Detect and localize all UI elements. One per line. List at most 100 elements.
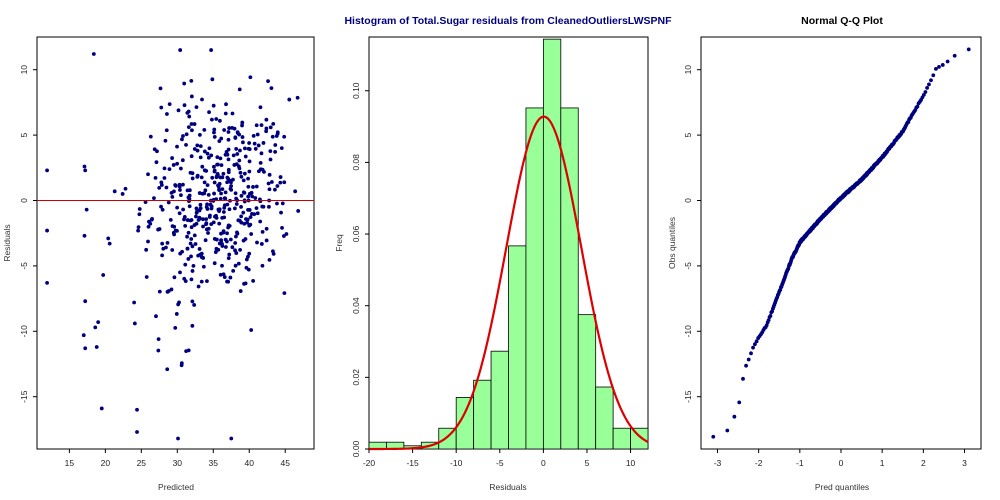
residual-point [239,214,244,219]
residual-point [248,75,253,80]
residual-point [249,232,254,236]
residual-point [159,105,164,110]
residual-point [273,149,278,154]
residual-point [172,275,177,280]
residual-point [252,141,257,146]
qq-point [766,318,771,323]
residual-point [266,79,270,84]
residual-point [219,238,223,243]
residual-point [226,223,231,228]
residual-point [266,181,271,186]
residual-point [192,233,197,238]
residual-point [243,154,248,159]
residual-point [179,361,184,366]
residual-point [189,94,194,99]
residual-point [258,167,263,172]
residual-point [241,140,245,145]
qq-point [764,323,769,328]
residual-point [271,122,276,126]
residual-point [186,109,191,114]
residual-point [235,152,240,156]
residual-point [214,216,219,220]
residual-point [135,430,139,434]
residual-point [162,166,167,171]
residual-point [195,148,200,153]
residual-point [137,207,142,211]
y-tick-label: -15 [19,390,29,403]
y-tick-label: -10 [19,325,29,338]
histogram-bar [560,107,579,450]
qq-point [966,47,971,52]
residual-point [228,275,233,280]
x-tick-label: 0 [541,458,546,468]
histogram-bar [542,38,562,450]
residual-point [255,240,259,245]
residual-point [202,149,207,154]
residual-point [187,114,192,119]
residual-point [202,168,207,173]
residual-point [218,156,223,161]
residual-point [159,183,164,187]
residual-point [244,257,249,262]
residual-point [205,207,210,211]
residual-point [221,230,226,235]
residual-point [177,211,182,216]
residual-point [262,169,266,174]
residual-point [189,154,194,159]
x-tick-label: 0 [839,458,844,468]
residual-point [83,299,88,304]
residual-point [176,436,180,441]
residual-point [173,183,178,188]
residual-point [96,320,101,325]
y-tick-label: -15 [683,390,693,403]
residual-point [196,218,201,222]
residual-point [274,134,279,138]
residual-point [189,277,194,282]
residual-point [167,102,172,107]
residual-point [223,245,228,249]
residual-point [216,207,221,212]
residual-point [175,205,180,210]
residual-point [220,241,224,246]
residual-point [278,175,283,179]
residual-point [233,241,238,245]
residual-point [176,302,181,307]
residual-point [170,248,175,252]
residual-points [45,48,301,441]
residual-point [132,300,137,305]
residual-point [202,180,207,185]
residual-point [255,211,260,216]
histogram-bar [473,379,492,450]
residual-point [246,176,250,181]
residual-point [146,239,150,244]
residual-point [239,205,243,209]
residual-point [214,237,219,242]
residual-point [234,202,239,206]
residual-point [157,227,162,231]
residual-point [240,120,245,125]
residual-point [170,194,175,199]
residual-point [215,162,220,167]
residual-point [204,221,209,226]
residual-point [166,289,171,293]
residual-point [157,185,162,190]
qq-point [746,357,751,362]
residual-point [153,176,158,180]
residual-point [180,158,185,163]
residuals-scatter-panel: 15 20 25 30 35 40 45 -15 -10 -5 0 5 10 Predicted Re… [2,36,315,492]
qq-point [711,434,716,439]
residual-point [217,188,222,193]
residual-point [146,172,150,177]
residual-point [296,209,301,213]
residual-point [164,245,168,250]
residual-point [165,367,170,372]
residual-point [210,77,215,82]
residual-point [190,299,195,304]
residual-point [252,212,257,217]
residual-point [212,130,216,135]
residual-point [211,103,216,108]
residual-point [246,267,251,272]
qq-point [744,363,748,368]
residual-point [230,245,235,250]
qq-point [915,104,920,109]
